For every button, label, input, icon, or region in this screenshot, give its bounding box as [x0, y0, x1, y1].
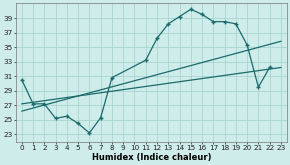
X-axis label: Humidex (Indice chaleur): Humidex (Indice chaleur) — [92, 152, 211, 162]
